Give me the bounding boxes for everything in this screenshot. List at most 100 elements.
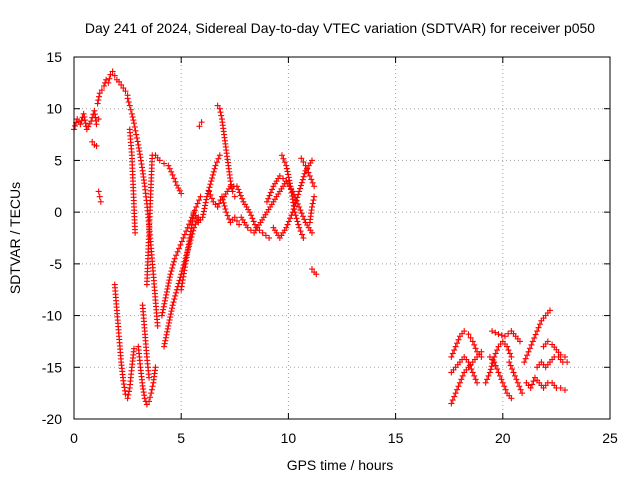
data-point-marker: [451, 393, 458, 400]
data-point-marker: [122, 88, 129, 95]
data-point-marker: [83, 126, 90, 133]
data-point-marker: [133, 131, 140, 138]
data-point-marker: [298, 210, 305, 217]
data-point-marker: [175, 185, 182, 192]
data-point-marker: [454, 340, 461, 347]
y-axis-label: SDTVAR / TECUs: [7, 182, 23, 294]
data-point-marker: [131, 120, 138, 127]
data-point-marker: [93, 121, 100, 128]
data-point-marker: [296, 224, 303, 231]
data-point-marker: [169, 302, 176, 309]
data-point-marker: [308, 266, 315, 273]
data-point-marker: [452, 390, 459, 397]
data-point-marker: [178, 190, 185, 197]
data-point-marker: [250, 218, 257, 225]
data-point-marker: [295, 191, 302, 198]
data-point-marker: [494, 347, 501, 354]
data-point-marker: [161, 340, 168, 347]
data-point-marker: [82, 120, 89, 127]
data-point-marker: [203, 193, 210, 200]
data-point-marker: [508, 353, 515, 360]
data-point-marker: [218, 112, 225, 119]
data-point-marker: [224, 212, 231, 219]
x-tick-label: 10: [281, 430, 297, 446]
data-point-marker: [449, 350, 456, 357]
data-point-marker: [308, 157, 315, 164]
data-point-marker: [231, 214, 238, 221]
data-point-marker: [223, 209, 230, 216]
data-point-marker: [109, 68, 116, 75]
data-point-marker: [309, 179, 316, 186]
data-point-marker: [522, 355, 529, 362]
data-point-marker: [120, 85, 127, 92]
x-tick-label: 20: [495, 430, 511, 446]
data-point-marker: [149, 383, 156, 390]
data-point-marker: [294, 218, 301, 225]
data-point-marker: [294, 194, 301, 201]
data-point-marker: [166, 317, 173, 324]
data-point-marker: [207, 181, 214, 188]
data-point-marker: [89, 138, 96, 145]
data-point-marker: [454, 386, 461, 393]
x-tick-label: 5: [177, 430, 185, 446]
data-point-marker: [467, 334, 474, 341]
data-point-marker: [286, 180, 293, 187]
data-point-marker: [168, 308, 175, 315]
data-point-marker: [285, 171, 292, 178]
data-point-marker: [490, 357, 497, 364]
data-point-marker: [482, 379, 489, 386]
data-point-marker: [297, 182, 304, 189]
data-point-marker: [557, 384, 564, 391]
data-point-marker: [514, 379, 521, 386]
data-point-marker: [171, 175, 178, 182]
data-point-marker: [161, 300, 168, 307]
data-point-marker: [311, 193, 318, 200]
data-point-marker: [529, 338, 536, 345]
data-point-marker: [106, 75, 113, 82]
y-tick-label: -15: [42, 359, 62, 375]
data-point-marker: [160, 306, 167, 313]
data-point-marker: [530, 378, 537, 385]
data-point-marker: [455, 383, 462, 390]
data-point-marker: [505, 330, 512, 337]
data-point-marker: [306, 172, 313, 179]
data-point-marker: [184, 224, 191, 231]
data-point-marker: [301, 216, 308, 223]
data-point-marker: [86, 120, 93, 127]
data-point-marker: [165, 322, 172, 329]
data-point-marker: [280, 175, 287, 182]
data-point-marker: [283, 162, 290, 169]
data-point-marker: [236, 189, 243, 196]
data-point-marker: [516, 383, 523, 390]
data-point-marker: [236, 221, 243, 228]
data-point-marker: [293, 215, 300, 222]
data-point-marker: [519, 390, 526, 397]
data-point-marker: [281, 159, 288, 166]
data-point-marker: [81, 113, 88, 120]
data-point-marker: [508, 395, 515, 402]
data-point-marker: [129, 113, 136, 120]
data-point-marker: [305, 169, 312, 176]
data-point-marker: [226, 216, 233, 223]
x-axis-label: GPS time / hours: [287, 457, 394, 473]
data-point-marker: [219, 196, 226, 203]
data-point-marker: [197, 193, 204, 200]
data-point-marker: [107, 71, 114, 78]
y-tick-label: 10: [46, 101, 62, 117]
data-point-marker: [105, 79, 112, 86]
data-point-marker: [494, 366, 501, 373]
data-point-marker: [80, 110, 87, 117]
data-point-marker: [308, 203, 315, 210]
data-point-marker: [158, 312, 165, 319]
data-point-marker: [229, 188, 236, 195]
data-point-marker: [170, 261, 177, 268]
data-point-marker: [535, 324, 542, 331]
data-point-marker: [125, 391, 132, 398]
data-point-marker: [146, 398, 153, 405]
data-point-marker: [207, 191, 214, 198]
data-point-marker: [164, 328, 171, 335]
data-point-marker: [546, 307, 553, 314]
y-tick-label: -5: [50, 256, 63, 272]
data-point-marker: [469, 369, 476, 376]
data-point-marker: [456, 379, 463, 386]
